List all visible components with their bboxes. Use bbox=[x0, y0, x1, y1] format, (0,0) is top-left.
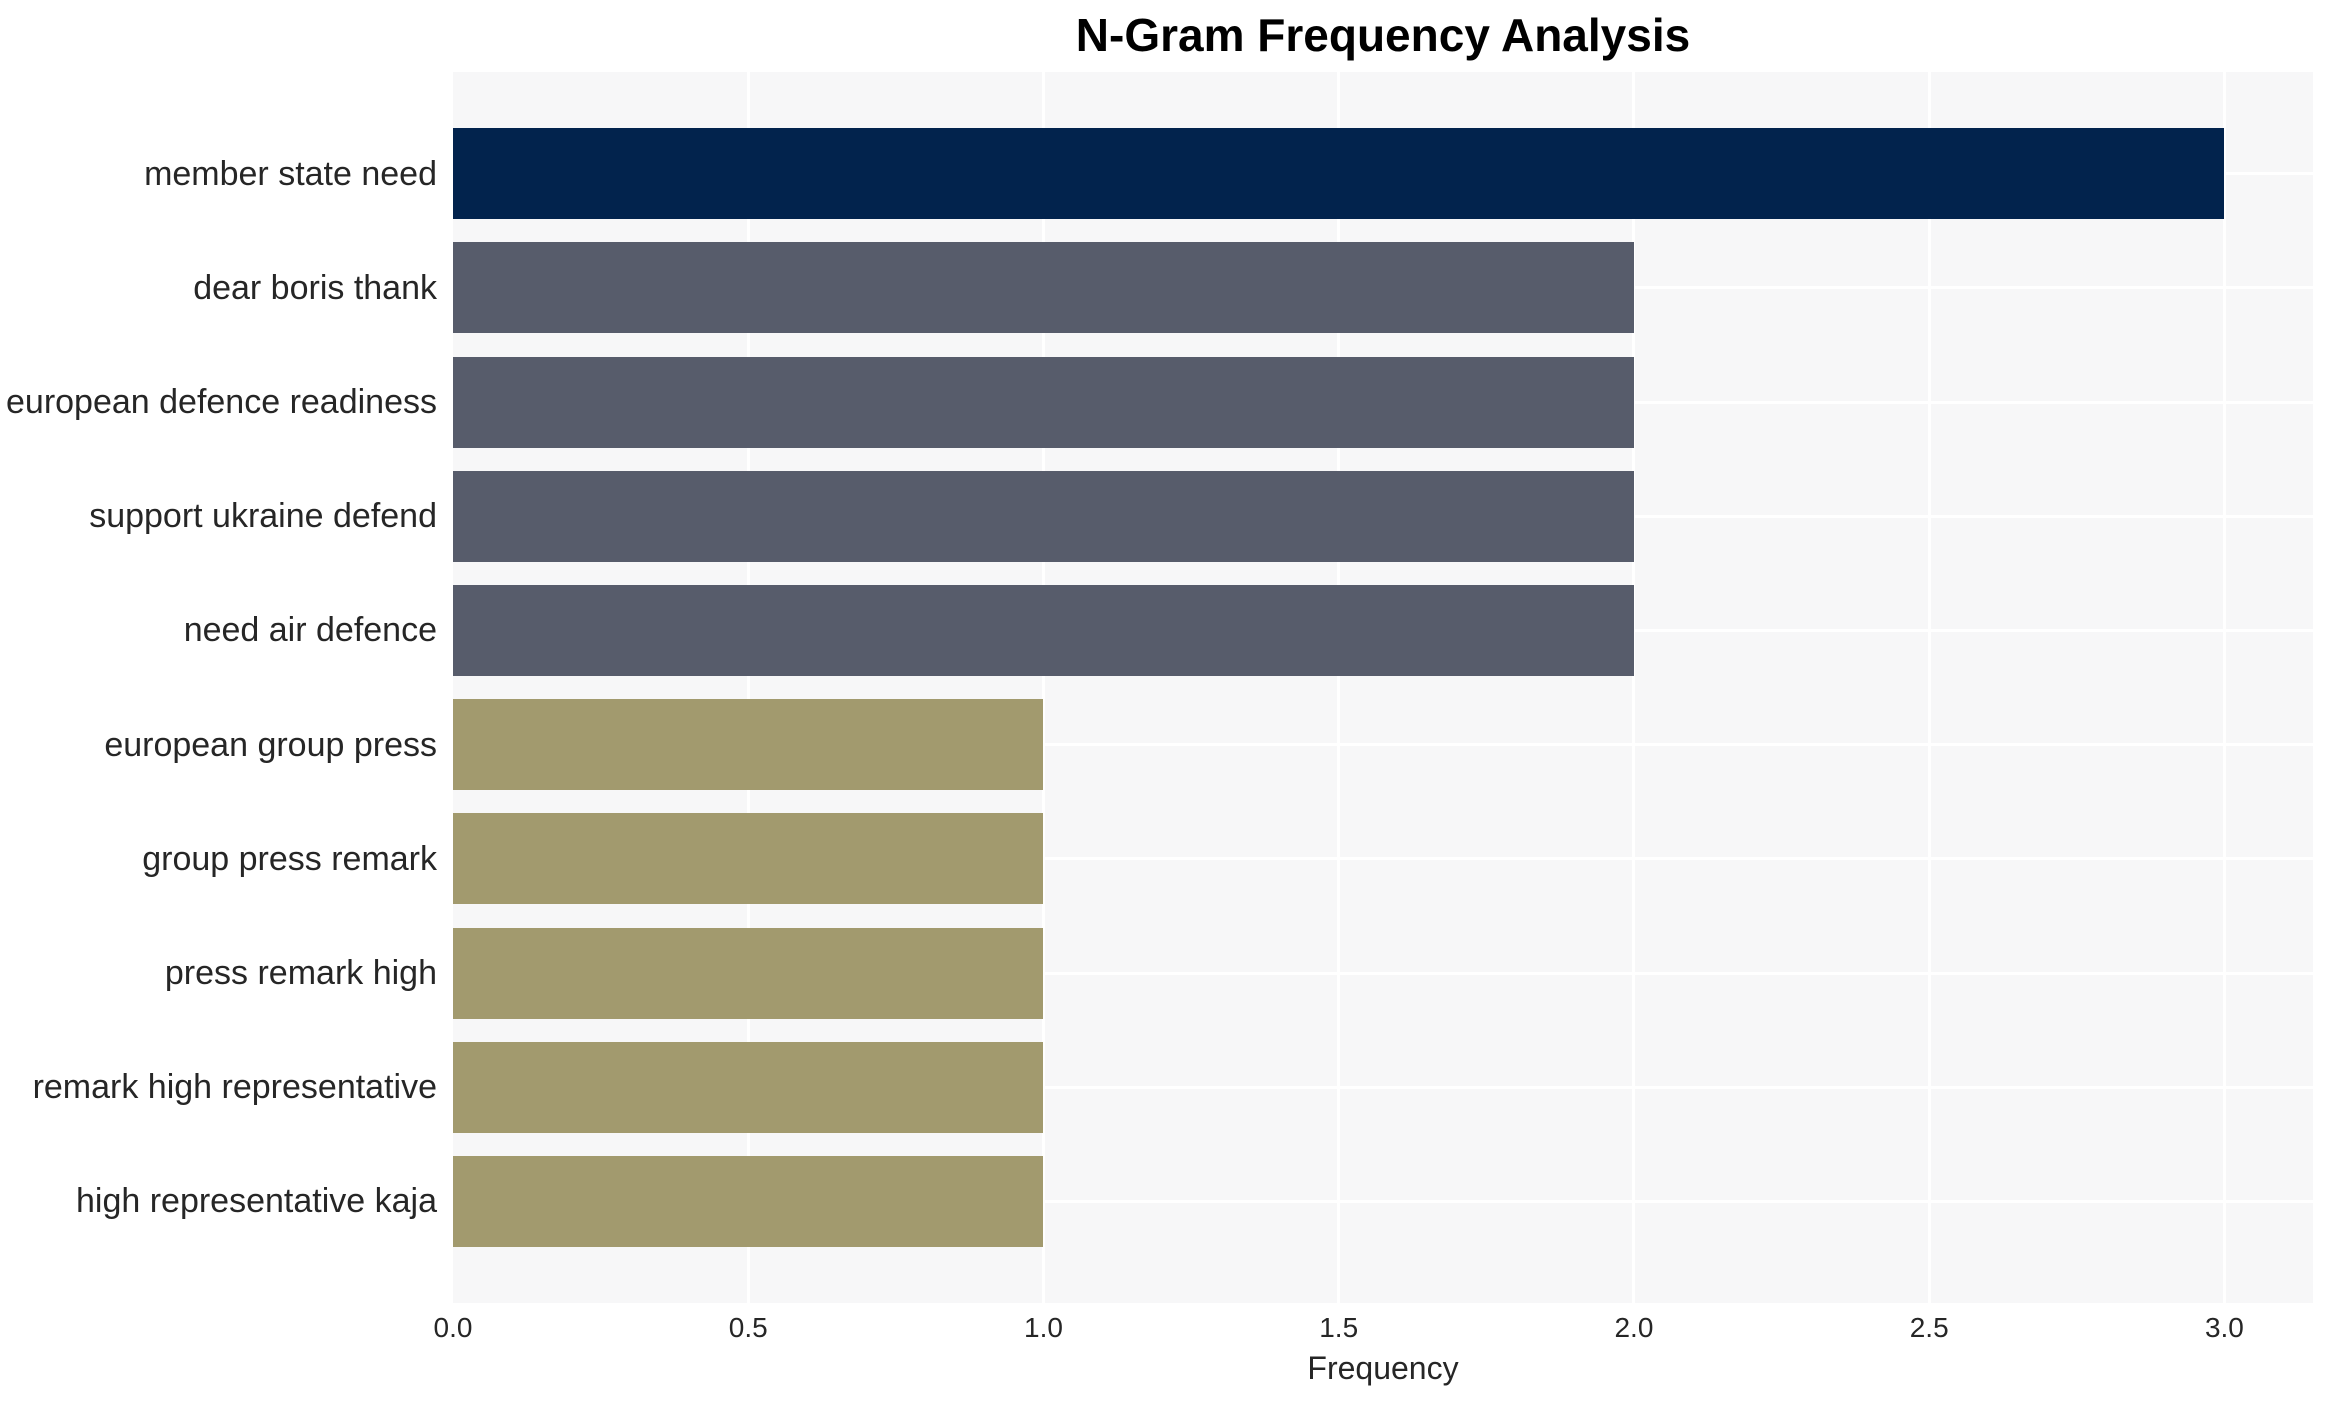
frequency-bar bbox=[453, 813, 1044, 905]
y-tick-label: european defence readiness bbox=[6, 383, 437, 422]
x-gridline bbox=[1337, 72, 1341, 1303]
plot-area bbox=[453, 72, 2313, 1303]
y-tick-label: press remark high bbox=[164, 954, 437, 993]
x-gridline bbox=[746, 72, 750, 1303]
frequency-bar bbox=[453, 356, 1634, 448]
frequency-bar bbox=[453, 242, 1634, 334]
x-tick-label: 2.5 bbox=[1909, 1312, 1949, 1343]
x-tick-label: 2.0 bbox=[1614, 1312, 1654, 1343]
x-tick-label: 1.5 bbox=[1319, 1312, 1359, 1343]
x-gridline bbox=[1632, 72, 1636, 1303]
frequency-bar bbox=[453, 699, 1044, 791]
y-tick-label: member state need bbox=[144, 154, 437, 193]
y-tick-label: european group press bbox=[104, 725, 437, 764]
y-tick-label: group press remark bbox=[142, 839, 437, 878]
y-tick-label: need air defence bbox=[183, 611, 437, 650]
y-tick-label: remark high representative bbox=[32, 1068, 437, 1107]
frequency-bar bbox=[453, 1041, 1044, 1133]
x-tick-label: 0.5 bbox=[728, 1312, 768, 1343]
frequency-bar bbox=[453, 927, 1044, 1019]
x-gridline bbox=[1927, 72, 1931, 1303]
x-gridline bbox=[2222, 72, 2226, 1303]
x-gridline bbox=[1041, 72, 1045, 1303]
x-tick-label: 0.0 bbox=[433, 1312, 473, 1343]
y-gridline bbox=[453, 971, 2313, 975]
frequency-bar bbox=[453, 470, 1634, 562]
frequency-bar bbox=[453, 128, 2225, 220]
x-axis-title: Frequency bbox=[1307, 1350, 1459, 1386]
frequency-bar bbox=[453, 584, 1634, 676]
x-tick-label: 1.0 bbox=[1024, 1312, 1063, 1343]
y-gridline bbox=[453, 1199, 2313, 1203]
x-tick-label: 3.0 bbox=[2204, 1312, 2244, 1343]
y-gridline bbox=[453, 857, 2313, 861]
y-gridline bbox=[453, 743, 2313, 747]
y-tick-label: dear boris thank bbox=[193, 268, 437, 307]
y-tick-label: support ukraine defend bbox=[89, 497, 437, 536]
y-gridline bbox=[453, 1085, 2313, 1089]
chart-title: N-Gram Frequency Analysis bbox=[1075, 9, 1691, 61]
frequency-bar bbox=[453, 1155, 1044, 1247]
y-tick-label: high representative kaja bbox=[75, 1182, 437, 1221]
